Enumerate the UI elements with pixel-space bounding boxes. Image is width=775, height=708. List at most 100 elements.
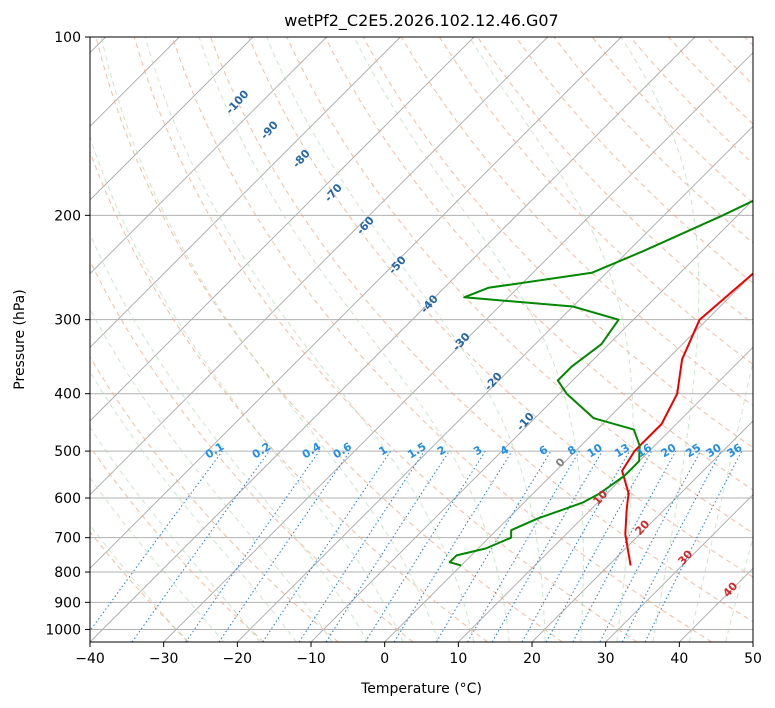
dry-adiabat-line [90, 259, 414, 642]
dry-adiabat-line [515, 37, 753, 284]
x-tick-label: 50 [744, 651, 762, 667]
dry-adiabat-line [438, 37, 753, 366]
y-axis: 100 200 300 400 500 600 700 800 900 1000 [45, 30, 90, 638]
y-tick-label: 800 [54, 565, 81, 581]
isotherm-line [90, 37, 622, 570]
isotherm-line [236, 125, 753, 642]
isotherm-line [531, 420, 753, 642]
plot-frame [89, 36, 754, 643]
y-tick-label: 200 [54, 208, 81, 224]
mixing-ratio-line [572, 450, 677, 642]
x-tick-label: −10 [296, 651, 326, 667]
dry-adiabat-label: -40 [418, 292, 441, 316]
moist-adiabat-line [353, 37, 584, 642]
mixing-ratio-line [521, 450, 630, 642]
moist-adiabat-line [90, 370, 297, 642]
chart-title: wetPf2_C2E5.2026.102.12.46.G07 [284, 11, 558, 31]
isotherm-line [163, 51, 753, 642]
dry-adiabat-line [248, 37, 753, 578]
dry-adiabat-line [171, 37, 712, 642]
moist-adiabat-label: 20 [632, 517, 652, 537]
dry-adiabat-label: -50 [386, 253, 409, 277]
series-layer [448, 199, 753, 567]
mixing-ratio-line [90, 450, 223, 632]
moist-adiabat-line [90, 135, 404, 642]
x-tick-label: 0 [380, 651, 389, 667]
mixing-ratio-line [364, 450, 486, 642]
mixing-ratio-label: 1.5 [405, 440, 428, 461]
dry-adiabat-line [95, 37, 563, 642]
dry-adiabat-line [553, 37, 753, 244]
y-tick-label: 500 [54, 444, 81, 460]
x-tick-label: 10 [449, 651, 467, 667]
moist-adiabat-line [90, 232, 369, 642]
mixing-ratio-line [325, 450, 450, 642]
dry-adiabat-label: -70 [322, 181, 345, 205]
dry-adiabat-line [210, 37, 753, 623]
mixing-ratio-label: 10 [585, 441, 605, 460]
dry-adiabat-line [133, 37, 638, 642]
dry-adiabat-label: -90 [258, 118, 281, 142]
isotherm-line [605, 493, 753, 642]
mixing-ratio-line [644, 450, 743, 642]
y-tick-label: 900 [54, 595, 81, 611]
isotherm-line [384, 272, 753, 642]
mixing-ratio-label: 13 [612, 441, 632, 460]
mixing-ratio-line [545, 450, 653, 642]
moist-adiabat-line [90, 308, 333, 642]
isotherm-line [90, 37, 475, 422]
dry-adiabat-line [706, 37, 753, 86]
mixing-ratio-label: 0.6 [331, 440, 355, 462]
isotherm-line [310, 199, 753, 642]
y-tick-label: 100 [54, 30, 81, 46]
isotherm-line [90, 37, 549, 496]
x-tick-label: 30 [597, 651, 615, 667]
mixing-ratio-line [185, 450, 320, 642]
moist-adiabat-line [144, 37, 475, 642]
moist-adiabat-label: 30 [675, 547, 695, 567]
mixing-ratio-label: 0.1 [203, 440, 226, 461]
isotherm-line [752, 641, 753, 642]
isotherm-line [90, 37, 254, 201]
x-tick-label: 20 [523, 651, 541, 667]
mixing-ratio-label: 16 [634, 441, 654, 460]
dewpoint-profile-line [448, 199, 753, 567]
mixing-ratio-line [298, 450, 425, 642]
moist-adiabat-line [266, 37, 546, 642]
y-tick-label: 700 [54, 531, 81, 547]
dry-adiabat-label: -60 [354, 214, 377, 238]
mixing-ratio-line [435, 450, 552, 642]
dry-adiabat-line [90, 356, 339, 642]
isotherm-line [90, 37, 328, 275]
mixing-ratio-label: 0.2 [250, 440, 273, 461]
moist-adiabat-line [90, 524, 188, 642]
isotherm-line [457, 346, 753, 642]
mixing-ratio-label: 36 [725, 441, 745, 460]
moist-adiabat-label: 0 [553, 455, 568, 470]
y-tick-label: 600 [54, 491, 81, 507]
y-tick-label: 300 [54, 313, 81, 329]
moist-adiabat-line [688, 358, 753, 642]
dry-adiabat-label: -30 [450, 330, 473, 354]
dry-adiabat-label: -10 [514, 410, 537, 434]
mixing-ratio-label: 0.4 [300, 440, 324, 462]
dry-adiabat-label: -20 [482, 370, 505, 394]
y-tick-label: 1000 [45, 622, 81, 638]
moist-adiabat-line [90, 476, 225, 642]
mixing-ratio-line [218, 450, 351, 642]
line-label-layer: 0.1 0.2 0.4 0.6 1 1.5 2 3 4 6 8 10 13 16 20 25 30 36-100-… [203, 87, 745, 599]
mixing-ratio-line [131, 450, 270, 642]
moist-adiabat-line [725, 536, 753, 642]
temperature-profile-line [621, 272, 753, 566]
dry-adiabat-line [90, 445, 264, 642]
mixing-ratio-line [393, 450, 513, 642]
grid-layer [90, 37, 753, 642]
moist-adiabat-line [469, 37, 634, 642]
x-tick-label: −20 [223, 651, 253, 667]
x-axis-title: Temperature (°C) [360, 681, 482, 697]
isotherm-line [90, 37, 696, 642]
moist-adiabat-line [100, 37, 439, 642]
dry-adiabat-line [286, 37, 753, 534]
y-axis-title: Pressure (hPa) [12, 289, 28, 389]
